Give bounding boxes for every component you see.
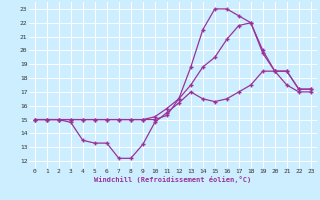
X-axis label: Windchill (Refroidissement éolien,°C): Windchill (Refroidissement éolien,°C) — [94, 176, 252, 183]
